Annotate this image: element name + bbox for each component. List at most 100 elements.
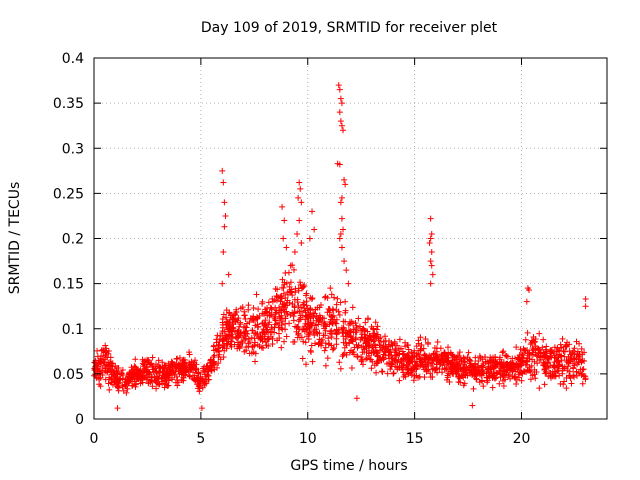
data-point bbox=[149, 364, 156, 371]
data-point bbox=[220, 179, 227, 186]
data-point bbox=[558, 352, 565, 359]
data-point bbox=[423, 367, 430, 374]
data-point bbox=[265, 342, 272, 349]
data-point bbox=[219, 167, 226, 174]
data-point bbox=[200, 365, 207, 372]
data-point bbox=[227, 341, 234, 348]
x-axis-label: GPS time / hours bbox=[290, 458, 407, 474]
data-point bbox=[378, 357, 385, 364]
data-point bbox=[336, 109, 343, 116]
data-point bbox=[102, 342, 109, 349]
data-point bbox=[153, 369, 160, 376]
data-point bbox=[497, 361, 504, 368]
data-point bbox=[405, 350, 412, 357]
data-point bbox=[334, 295, 341, 302]
data-point bbox=[451, 356, 458, 363]
data-point bbox=[422, 335, 429, 342]
data-point bbox=[102, 376, 109, 383]
data-point bbox=[233, 308, 240, 315]
data-point bbox=[316, 312, 323, 319]
data-point bbox=[454, 361, 461, 368]
data-point bbox=[281, 338, 288, 345]
data-point bbox=[297, 279, 304, 286]
data-point bbox=[571, 374, 578, 381]
data-point bbox=[338, 194, 345, 201]
data-point bbox=[348, 318, 355, 325]
data-point bbox=[249, 343, 256, 350]
data-point bbox=[487, 372, 494, 379]
data-point bbox=[340, 127, 347, 134]
data-point bbox=[532, 335, 539, 342]
data-point bbox=[210, 343, 217, 350]
data-point bbox=[475, 357, 482, 364]
data-point bbox=[133, 372, 140, 379]
data-point bbox=[340, 325, 347, 332]
data-point bbox=[364, 355, 371, 362]
data-point bbox=[266, 312, 273, 319]
data-point bbox=[213, 339, 220, 346]
data-point bbox=[561, 378, 568, 385]
data-point bbox=[542, 346, 549, 353]
data-point bbox=[179, 370, 186, 377]
data-point bbox=[424, 339, 431, 346]
data-point bbox=[168, 369, 175, 376]
data-point bbox=[547, 348, 554, 355]
data-point bbox=[554, 363, 561, 370]
x-tick-label: 20 bbox=[513, 431, 531, 447]
data-point bbox=[309, 295, 316, 302]
data-point bbox=[149, 374, 156, 381]
data-point bbox=[225, 271, 232, 278]
data-point bbox=[318, 342, 325, 349]
data-point bbox=[261, 333, 268, 340]
data-point bbox=[113, 368, 120, 375]
data-point bbox=[439, 369, 446, 376]
data-point bbox=[507, 359, 514, 366]
data-point bbox=[342, 318, 349, 325]
data-point bbox=[339, 353, 346, 360]
data-point bbox=[302, 339, 309, 346]
data-point bbox=[299, 355, 306, 362]
data-point bbox=[365, 350, 372, 357]
data-point bbox=[374, 323, 381, 330]
data-point bbox=[296, 334, 303, 341]
data-point bbox=[137, 369, 144, 376]
data-point bbox=[241, 312, 248, 319]
data-point bbox=[103, 354, 110, 361]
data-point bbox=[337, 230, 344, 237]
data-point bbox=[582, 295, 589, 302]
data-point bbox=[472, 371, 479, 378]
data-point bbox=[308, 342, 315, 349]
y-tick-label: 0.15 bbox=[53, 277, 84, 293]
data-point bbox=[149, 383, 156, 390]
data-point bbox=[241, 348, 248, 355]
data-point bbox=[149, 354, 156, 361]
data-point bbox=[566, 372, 573, 379]
data-point bbox=[353, 395, 360, 402]
data-point bbox=[500, 382, 507, 389]
data-point bbox=[368, 356, 375, 363]
data-point bbox=[271, 329, 278, 336]
data-point bbox=[557, 341, 564, 348]
data-point bbox=[559, 335, 566, 342]
data-point bbox=[215, 360, 222, 367]
data-point bbox=[189, 374, 196, 381]
data-point bbox=[377, 338, 384, 345]
data-point bbox=[406, 360, 413, 367]
data-point bbox=[240, 324, 247, 331]
data-point bbox=[96, 359, 103, 366]
data-point bbox=[513, 344, 520, 351]
data-point bbox=[92, 366, 99, 373]
data-point bbox=[577, 356, 584, 363]
data-point bbox=[428, 249, 435, 256]
data-point bbox=[373, 369, 380, 376]
data-point bbox=[156, 381, 163, 388]
data-point bbox=[523, 298, 530, 305]
data-point bbox=[252, 358, 259, 365]
data-point bbox=[427, 370, 434, 377]
data-point bbox=[245, 302, 252, 309]
data-point bbox=[306, 235, 313, 242]
data-point bbox=[252, 322, 259, 329]
data-point bbox=[283, 244, 290, 251]
data-point bbox=[176, 354, 183, 361]
data-point bbox=[564, 367, 571, 374]
